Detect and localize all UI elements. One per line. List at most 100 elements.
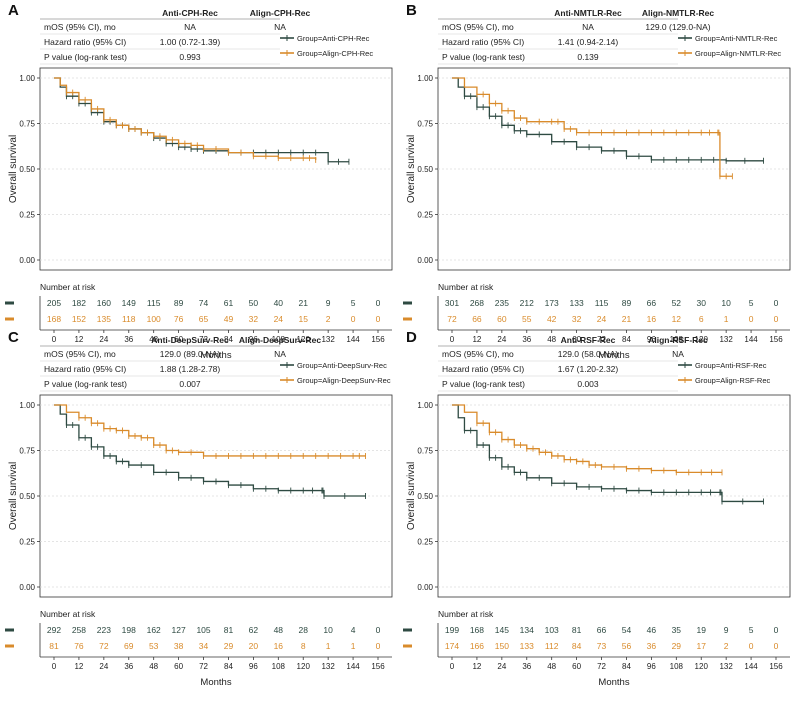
- risk-count-anti: 66: [647, 298, 657, 308]
- table-row-label: P value (log-rank test): [442, 379, 525, 389]
- risk-count-align: 0: [774, 314, 779, 324]
- risk-count-align: 73: [597, 641, 607, 651]
- y-axis-label: Overall survival: [406, 462, 417, 530]
- risk-count-align: 0: [749, 641, 754, 651]
- y-tick-label: 0.50: [19, 165, 35, 174]
- x-tick-label: 132: [321, 335, 335, 344]
- table-row-label: Hazard ratio (95% CI): [44, 37, 126, 47]
- risk-count-align: 17: [696, 641, 706, 651]
- x-tick-label: 72: [199, 662, 208, 671]
- legend-label-anti: Group=Anti-DeepSurv-Rec: [297, 361, 387, 370]
- x-tick-label: 108: [272, 662, 286, 671]
- x-tick-label: 144: [346, 335, 360, 344]
- x-tick-label: 120: [297, 335, 311, 344]
- x-tick-label: 12: [74, 662, 83, 671]
- table-header-align: Align-CPH-Rec: [250, 8, 311, 18]
- table-value-anti: 0.003: [577, 379, 599, 389]
- risk-count-anti: 0: [774, 298, 779, 308]
- risk-count-align: 0: [774, 641, 779, 651]
- x-tick-label: 144: [346, 662, 360, 671]
- x-tick-label: 144: [744, 662, 758, 671]
- x-tick-label: 84: [622, 335, 631, 344]
- risk-count-align: 150: [495, 641, 509, 651]
- y-tick-label: 0.25: [19, 211, 35, 220]
- x-tick-label: 12: [472, 335, 481, 344]
- risk-count-anti: 5: [749, 298, 754, 308]
- table-header-anti: Anti-NMTLR-Rec: [554, 8, 622, 18]
- table-header-anti: Anti-DeepSurv-Rec: [151, 335, 229, 345]
- risk-count-align: 16: [274, 641, 284, 651]
- x-tick-label: 156: [371, 335, 385, 344]
- risk-count-anti: 292: [47, 625, 61, 635]
- risk-count-anti: 61: [224, 298, 234, 308]
- y-tick-label: 0.00: [417, 256, 433, 265]
- risk-count-anti: 81: [572, 625, 582, 635]
- x-axis-label: Months: [200, 677, 231, 688]
- risk-count-align: 49: [224, 314, 234, 324]
- risk-count-anti: 173: [545, 298, 559, 308]
- risk-count-align: 60: [497, 314, 507, 324]
- table-value-anti: 0.139: [577, 52, 599, 62]
- y-tick-label: 0.25: [19, 538, 35, 547]
- table-row-label: P value (log-rank test): [442, 52, 525, 62]
- x-tick-label: 72: [597, 662, 606, 671]
- x-tick-label: 0: [450, 335, 455, 344]
- risk-count-align: 16: [647, 314, 657, 324]
- risk-count-align: 69: [124, 641, 134, 651]
- table-row-label: Hazard ratio (95% CI): [442, 364, 524, 374]
- x-tick-label: 48: [547, 662, 556, 671]
- panel-a: A Anti-CPH-Rec Align-CPH-Rec mOS (95% CI), …: [5, 2, 393, 361]
- risk-count-align: 76: [174, 314, 184, 324]
- x-tick-label: 0: [52, 662, 57, 671]
- risk-count-anti: 21: [298, 298, 308, 308]
- risk-count-anti: 19: [696, 625, 706, 635]
- risk-count-align: 12: [672, 314, 682, 324]
- table-value-align: NA: [274, 22, 286, 32]
- table-value-align: NA: [274, 349, 286, 359]
- risk-count-align: 24: [274, 314, 284, 324]
- risk-count-anti: 89: [622, 298, 632, 308]
- risk-count-anti: 198: [122, 625, 136, 635]
- table-value-anti: 0.993: [179, 52, 201, 62]
- risk-count-align: 15: [298, 314, 308, 324]
- risk-count-anti: 50: [249, 298, 259, 308]
- risk-count-anti: 30: [696, 298, 706, 308]
- risk-count-align: 6: [699, 314, 704, 324]
- risk-count-align: 21: [622, 314, 632, 324]
- table-row-label: mOS (95% CI), mo: [44, 349, 116, 359]
- risk-count-align: 56: [622, 641, 632, 651]
- risk-count-anti: 10: [721, 298, 731, 308]
- y-tick-label: 0.50: [19, 492, 35, 501]
- legend-label-anti: Group=Anti-CPH-Rec: [297, 34, 370, 43]
- risk-count-anti: 74: [199, 298, 209, 308]
- table-value-anti: 129.0 (58.0-NA): [558, 349, 619, 359]
- x-tick-label: 36: [522, 335, 531, 344]
- x-tick-label: 48: [149, 662, 158, 671]
- risk-count-align: 8: [301, 641, 306, 651]
- x-tick-label: 120: [695, 662, 709, 671]
- panel-c: C Anti-DeepSurv-Rec Align-DeepSurv-Rec mOS …: [5, 329, 393, 688]
- risk-count-anti: 235: [495, 298, 509, 308]
- x-tick-label: 24: [497, 335, 506, 344]
- risk-count-align: 65: [199, 314, 209, 324]
- legend-label-anti: Group=Anti-NMTLR-Rec: [695, 34, 778, 43]
- risk-count-anti: 149: [122, 298, 136, 308]
- x-tick-label: 84: [622, 662, 631, 671]
- legend-label-anti: Group=Anti-RSF-Rec: [695, 361, 767, 370]
- risk-count-align: 32: [572, 314, 582, 324]
- risk-count-anti: 134: [520, 625, 534, 635]
- risk-count-align: 0: [376, 314, 381, 324]
- x-tick-label: 84: [224, 662, 233, 671]
- risk-count-align: 1: [326, 641, 331, 651]
- risk-count-align: 135: [97, 314, 111, 324]
- risk-count-anti: 48: [274, 625, 284, 635]
- risk-count-align: 29: [224, 641, 234, 651]
- x-tick-label: 120: [297, 662, 311, 671]
- risk-table-title: Number at risk: [438, 282, 494, 292]
- risk-count-align: 34: [199, 641, 209, 651]
- x-tick-label: 36: [522, 662, 531, 671]
- risk-count-align: 118: [122, 314, 136, 324]
- x-tick-label: 96: [647, 662, 656, 671]
- risk-count-anti: 40: [274, 298, 284, 308]
